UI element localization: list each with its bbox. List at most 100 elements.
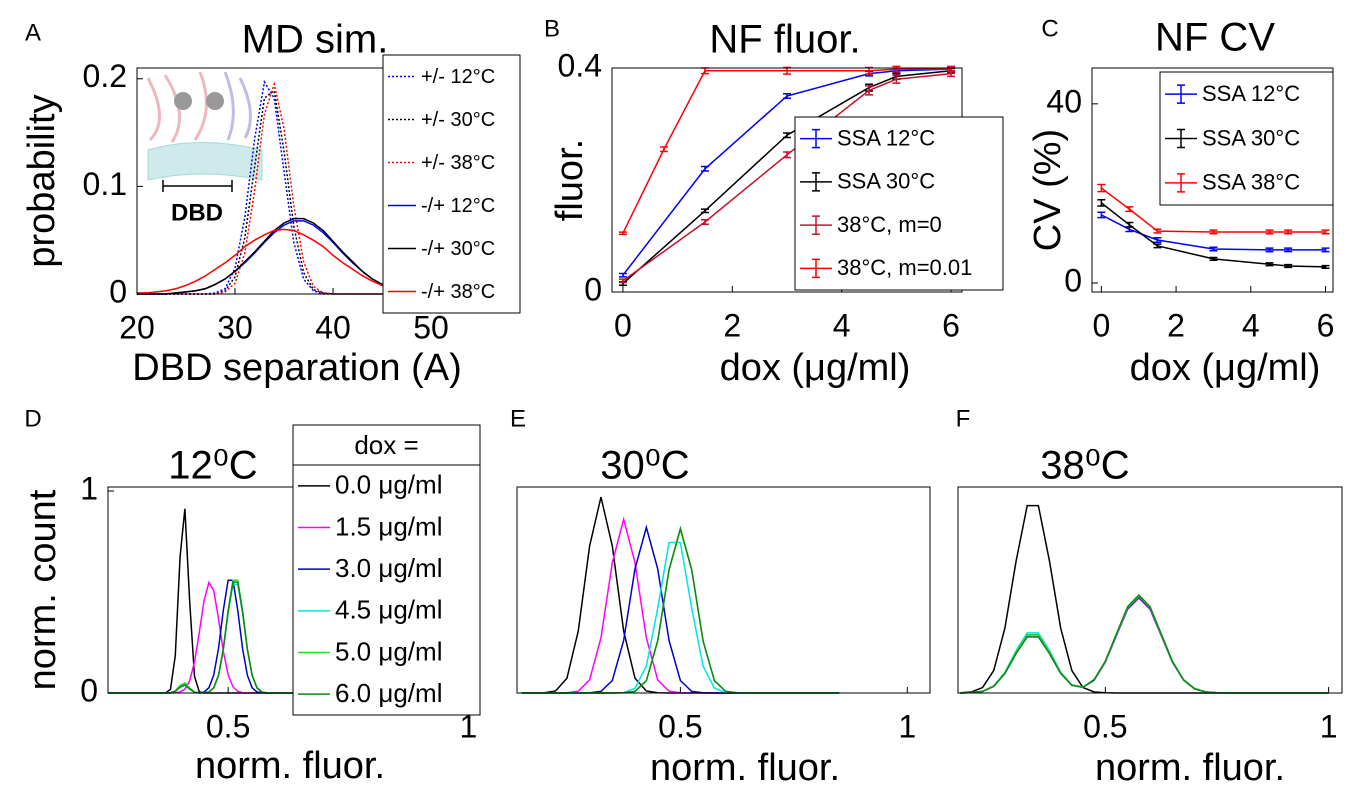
x-axis-label: dox (μg/ml) (720, 347, 911, 389)
x-tick-label: 0.5 (1083, 708, 1127, 744)
legend-label: 38°C, m=0.01 (837, 255, 972, 280)
x-tick-label: 4 (833, 307, 851, 343)
legend-label: -/+ 38°C (421, 281, 495, 303)
y-axis-label: fluor. (549, 139, 591, 221)
legend-swatch-errorbar (812, 215, 820, 235)
x-tick-label: 0 (1092, 307, 1110, 343)
legend-swatch-errorbar (1177, 84, 1185, 104)
y-tick-label: 0 (80, 672, 98, 708)
legend-label: 3.0 μg/ml (335, 553, 442, 583)
x-tick-label: 40 (315, 309, 351, 345)
error-bar (1125, 221, 1134, 228)
error-bar (618, 272, 627, 278)
chart-title: NF fluor. (709, 18, 860, 62)
helix (223, 71, 235, 141)
legend-label: +/- 38°C (421, 152, 495, 174)
x-tick-label: 30 (217, 309, 253, 345)
chart-title: 30⁰C (600, 444, 689, 488)
legend-title: dox = (354, 430, 418, 460)
panel-label: D (24, 405, 41, 432)
error-bar (700, 165, 709, 172)
x-axis-label: norm. fluor. (1095, 747, 1285, 786)
error-bar (1284, 247, 1293, 253)
x-axis-label: norm. fluor. (650, 747, 840, 786)
error-bar (1209, 256, 1218, 261)
data-line (137, 228, 431, 294)
error-bar (1265, 229, 1274, 235)
legend-swatch-errorbar (1177, 128, 1185, 149)
y-tick-label: 0.1 (83, 166, 127, 202)
helix (163, 74, 182, 143)
error-bar (1284, 263, 1293, 269)
legend-label: 0.0 μg/ml (335, 470, 442, 500)
legend-swatch-errorbar (812, 258, 820, 279)
dbd-sphere (174, 92, 192, 110)
x-tick-label: 2 (723, 307, 741, 343)
legend-label: -/+ 12°C (421, 195, 495, 217)
error-bar (947, 65, 956, 73)
error-bar (618, 231, 627, 236)
data-line (960, 593, 1329, 694)
chart-title: NF CV (1155, 16, 1275, 60)
x-tick-label: 0.5 (658, 708, 702, 744)
error-bar (618, 278, 627, 284)
legend-label: +/- 12°C (421, 66, 495, 88)
x-axis-label: norm. fluor. (195, 745, 385, 786)
error-bar (1321, 247, 1330, 253)
y-axis-label: CV (%) (1027, 129, 1069, 251)
legend-box (794, 116, 1004, 291)
error-bar (892, 74, 901, 84)
legend-swatch-errorbar (1177, 173, 1185, 193)
y-tick-label: 0 (584, 271, 602, 307)
chart-title: MD sim. (242, 18, 389, 62)
y-tick-label: 0.4 (558, 47, 602, 83)
legend-box (382, 54, 521, 314)
legend-label: SSA 30°C (837, 169, 935, 194)
x-tick-label: 6 (1317, 307, 1335, 343)
error-bar (1284, 229, 1293, 235)
legend-label: +/- 30°C (421, 109, 495, 131)
legend-swatch-errorbar (812, 172, 820, 192)
error-bar (865, 85, 874, 96)
legend-label: 1.5 μg/ml (335, 511, 442, 541)
panel-label: F (956, 405, 971, 432)
legend-label: SSA 12°C (1202, 81, 1300, 106)
legend-label: 6.0 μg/ml (335, 678, 442, 708)
legend-label: 4.5 μg/ml (335, 595, 442, 625)
x-axis-label: dox (μg/ml) (1130, 347, 1321, 389)
x-tick-label: 20 (119, 309, 155, 345)
x-tick-label: 50 (413, 309, 449, 345)
x-tick-label: 4 (1242, 307, 1260, 343)
data-line (622, 70, 952, 285)
chart-title: 12⁰C (168, 444, 257, 488)
error-bar (1265, 262, 1274, 267)
x-tick-label: 0.5 (206, 708, 250, 744)
error-bar (892, 65, 901, 73)
error-bar (1209, 246, 1218, 252)
error-bar (1321, 264, 1330, 270)
error-bar (783, 93, 791, 99)
x-tick-label: 1 (1320, 708, 1338, 744)
x-tick-label: 1 (898, 708, 916, 744)
y-tick-label: 1 (80, 470, 98, 506)
error-bar (783, 132, 791, 139)
legend-label: SSA 30°C (1202, 125, 1300, 150)
helix (193, 71, 208, 141)
error-bar (1153, 237, 1162, 244)
error-bar (1321, 229, 1330, 235)
legend-swatch-errorbar (812, 128, 820, 149)
error-bar (1097, 198, 1106, 207)
helix (146, 77, 161, 142)
legend-label: 38°C, m=0 (837, 212, 942, 237)
error-bar (659, 146, 668, 153)
inset-label: DBD (171, 199, 223, 226)
axes-frame (516, 486, 931, 694)
panel-label: E (510, 405, 526, 432)
membrane (147, 142, 263, 181)
x-tick-label: 6 (942, 307, 960, 343)
error-bar (700, 219, 709, 225)
y-tick-label: 0 (109, 273, 127, 309)
legend-label: SSA 12°C (837, 125, 935, 150)
